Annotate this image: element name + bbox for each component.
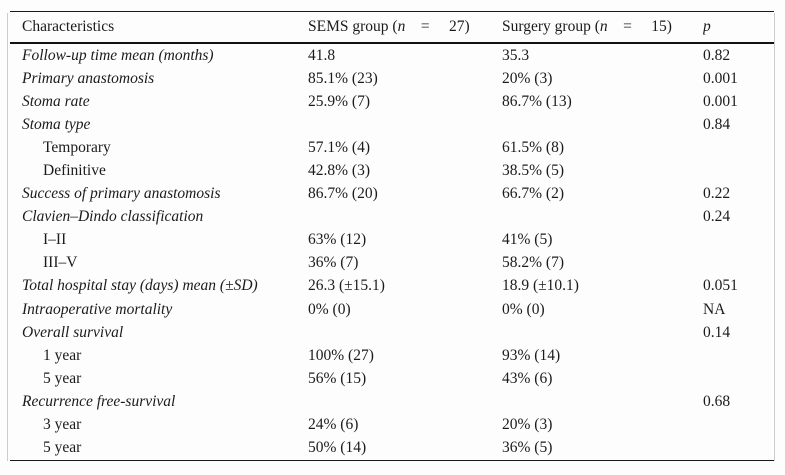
sems-value: 25.9% (7) bbox=[308, 92, 370, 110]
surgery-value: 61.5% (8) bbox=[502, 138, 564, 156]
sems-value: 26.3 (±15.1) bbox=[308, 277, 385, 295]
surgery-value: 0% (0) bbox=[502, 300, 545, 318]
sems-header-count: = 27) bbox=[405, 18, 470, 35]
p-value: 0.001 bbox=[703, 92, 738, 110]
surgery-header-prefix: Surgery group ( bbox=[502, 18, 600, 35]
scan-edge-artifact-right bbox=[774, 13, 775, 461]
row-label: Clavien–Dindo classification bbox=[22, 208, 204, 226]
surgery-value: 86.7% (13) bbox=[502, 92, 572, 110]
table-row: Intraoperative mortality 0% (0) 0% (0) NA bbox=[10, 298, 774, 321]
row-label: Definitive bbox=[43, 162, 106, 180]
p-value: 0.84 bbox=[703, 115, 731, 133]
p-value: 0.051 bbox=[703, 277, 738, 295]
sems-value: 85.1% (23) bbox=[308, 69, 378, 87]
surgery-value: 20% (3) bbox=[502, 416, 553, 434]
sems-value: 100% (27) bbox=[308, 346, 374, 364]
surgery-value: 38.5% (5) bbox=[502, 162, 564, 180]
p-value: 0.22 bbox=[703, 185, 731, 203]
table-row: Success of primary anastomosis 86.7% (20)… bbox=[10, 183, 774, 206]
sems-value: 42.8% (3) bbox=[308, 162, 370, 180]
sems-value: 56% (15) bbox=[308, 369, 367, 387]
row-label: 1 year bbox=[43, 346, 82, 364]
table-row: 5 year 56% (15) 43% (6) bbox=[10, 367, 774, 390]
table-row: Total hospital stay (days) mean (±SD) 26.… bbox=[10, 275, 774, 298]
row-label: I–II bbox=[43, 231, 67, 249]
surgery-n-symbol: n bbox=[599, 18, 608, 35]
surgery-value: 35.3 bbox=[502, 46, 530, 64]
surgery-value: 36% (5) bbox=[502, 439, 553, 457]
surgery-value: 41% (5) bbox=[502, 231, 553, 249]
table-row: Recurrence free-survival 0.68 bbox=[10, 390, 774, 413]
sems-value: 36% (7) bbox=[308, 254, 359, 272]
row-label: 5 year bbox=[43, 369, 82, 387]
surgery-value: 58.2% (7) bbox=[502, 254, 564, 272]
row-label: III–V bbox=[43, 254, 78, 272]
p-value: 0.14 bbox=[703, 323, 731, 341]
table-row: Temporary 57.1% (4) 61.5% (8) bbox=[10, 136, 774, 159]
row-label: Overall survival bbox=[22, 323, 124, 341]
surgery-value: 20% (3) bbox=[502, 69, 553, 87]
table-row: III–V 36% (7) 58.2% (7) bbox=[10, 252, 774, 275]
table-row: Clavien–Dindo classification 0.24 bbox=[10, 206, 774, 229]
sems-value: 41.8 bbox=[308, 46, 336, 64]
col-header-characteristics: Characteristics bbox=[22, 18, 115, 35]
outcomes-comparison-table: Characteristics SEMS group (n = 27) Surg… bbox=[10, 11, 774, 461]
table-row: I–II 63% (12) 41% (5) bbox=[10, 229, 774, 252]
table-row: Stoma type 0.84 bbox=[10, 113, 774, 136]
row-label: Recurrence free-survival bbox=[22, 392, 176, 410]
p-value: 0.001 bbox=[703, 69, 738, 87]
table-row: 3 year 24% (6) 20% (3) bbox=[10, 414, 774, 437]
table-row: Follow-up time mean (months) 41.8 35.3 0.82 bbox=[10, 44, 774, 67]
row-label: Total hospital stay (days) mean (±SD) bbox=[22, 277, 258, 295]
p-value: 0.24 bbox=[703, 208, 731, 226]
sems-header-prefix: SEMS group ( bbox=[308, 18, 398, 35]
table-row: Stoma rate 25.9% (7) 86.7% (13) 0.001 bbox=[10, 90, 774, 113]
row-label: Stoma type bbox=[22, 115, 91, 133]
col-header-p-value: p bbox=[703, 18, 711, 35]
table-row: Primary anastomosis 85.1% (23) 20% (3) 0.00… bbox=[10, 67, 774, 90]
sems-value: 50% (14) bbox=[308, 439, 367, 457]
sems-value: 0% (0) bbox=[308, 300, 351, 318]
row-label: Follow-up time mean (months) bbox=[22, 46, 214, 64]
scan-edge-artifact-left bbox=[7, 13, 8, 461]
row-label: Primary anastomosis bbox=[22, 69, 155, 87]
table-row: 5 year 50% (14) 36% (5) bbox=[10, 437, 774, 460]
sems-value: 86.7% (20) bbox=[308, 185, 378, 203]
table-row: 1 year 100% (27) 93% (14) bbox=[10, 344, 774, 367]
table-row: Overall survival 0.14 bbox=[10, 321, 774, 344]
table-row: Definitive 42.8% (3) 38.5% (5) bbox=[10, 159, 774, 182]
row-label: Stoma rate bbox=[22, 92, 90, 110]
table-header-row: Characteristics SEMS group (n = 27) Surg… bbox=[10, 11, 774, 44]
p-value: 0.82 bbox=[703, 46, 731, 64]
p-value: NA bbox=[703, 300, 726, 318]
sems-value: 57.1% (4) bbox=[308, 138, 370, 156]
row-label: 3 year bbox=[43, 416, 82, 434]
row-label: Success of primary anastomosis bbox=[22, 185, 221, 203]
row-label: Intraoperative mortality bbox=[22, 300, 173, 318]
row-label: 5 year bbox=[43, 439, 82, 457]
col-header-sems-group: SEMS group (n = 27) bbox=[308, 18, 502, 36]
surgery-header-count: = 15) bbox=[607, 18, 672, 35]
surgery-value: 43% (6) bbox=[502, 369, 553, 387]
surgery-value: 93% (14) bbox=[502, 346, 561, 364]
sems-n-symbol: n bbox=[397, 18, 406, 35]
surgery-value: 66.7% (2) bbox=[502, 185, 564, 203]
p-value: 0.68 bbox=[703, 392, 731, 410]
sems-value: 24% (6) bbox=[308, 416, 359, 434]
col-header-surgery-group: Surgery group (n = 15) bbox=[502, 18, 703, 36]
sems-value: 63% (12) bbox=[308, 231, 367, 249]
table-body: Follow-up time mean (months) 41.8 35.3 0.82… bbox=[10, 44, 774, 461]
row-label: Temporary bbox=[43, 138, 111, 156]
surgery-value: 18.9 (±10.1) bbox=[502, 277, 579, 295]
